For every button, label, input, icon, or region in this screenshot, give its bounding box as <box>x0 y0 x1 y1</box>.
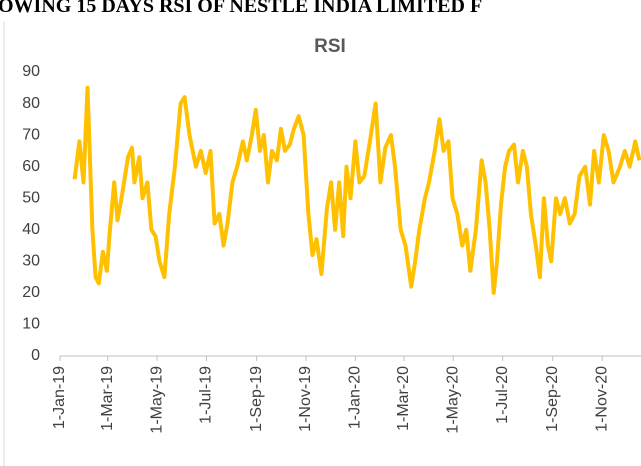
y-tick-label: 20 <box>22 284 40 301</box>
x-tick-label: 1-Sep-20 <box>544 366 561 432</box>
x-tick-label: 1-Mar-20 <box>395 366 412 431</box>
rsi-line <box>72 85 641 295</box>
x-tick-label: 1-May-20 <box>444 366 461 434</box>
x-tick-label: 1-Mar-19 <box>99 366 116 431</box>
y-tick-label: 0 <box>31 347 40 364</box>
x-tick-label: 1-Nov-19 <box>297 366 314 432</box>
x-tick-label: 1-Jul-19 <box>198 366 215 424</box>
y-tick-label: 50 <box>22 189 40 206</box>
y-tick-label: 30 <box>22 253 40 270</box>
page-title-text: OWING 15 DAYS RSI OF NESTLE INDIA LIMITE… <box>0 0 483 17</box>
x-tick-label: 1-Nov-20 <box>593 366 610 432</box>
y-tick-label: 80 <box>22 95 40 112</box>
y-tick-label: 90 <box>22 63 40 80</box>
x-tick-label: 1-May-19 <box>148 366 165 434</box>
y-tick-label: 10 <box>22 316 40 333</box>
y-tick-label: 70 <box>22 126 40 143</box>
y-tick-label: 40 <box>22 221 40 238</box>
y-tick-label: 60 <box>22 158 40 175</box>
page-title: OWING 15 DAYS RSI OF NESTLE INDIA LIMITE… <box>0 0 641 22</box>
x-tick-label: 1-Jul-20 <box>494 366 511 424</box>
x-tick-label: 1-Sep-19 <box>248 366 265 432</box>
x-tick-label: 1-Jan-19 <box>51 366 68 429</box>
x-tick-label: 1-Jan-20 <box>347 366 364 429</box>
chart-title: RSI <box>314 36 346 57</box>
